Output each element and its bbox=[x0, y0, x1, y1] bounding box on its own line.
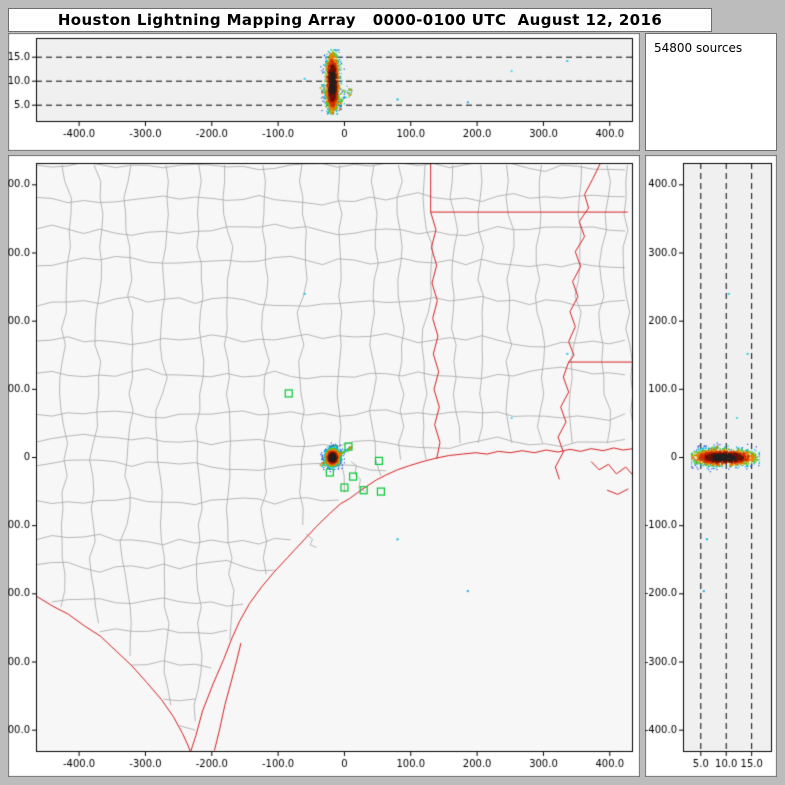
plan-view-map[interactable] bbox=[8, 155, 640, 777]
page-title: Houston Lightning Mapping Array 0000-010… bbox=[57, 11, 663, 29]
altitude-vs-north-south-plot[interactable] bbox=[645, 155, 777, 777]
title-bar: Houston Lightning Mapping Array 0000-010… bbox=[8, 8, 712, 32]
source-count-panel: 54800 sources bbox=[645, 33, 777, 151]
source-count-label: 54800 sources bbox=[654, 41, 743, 55]
altitude-vs-east-west-plot[interactable] bbox=[8, 33, 640, 151]
